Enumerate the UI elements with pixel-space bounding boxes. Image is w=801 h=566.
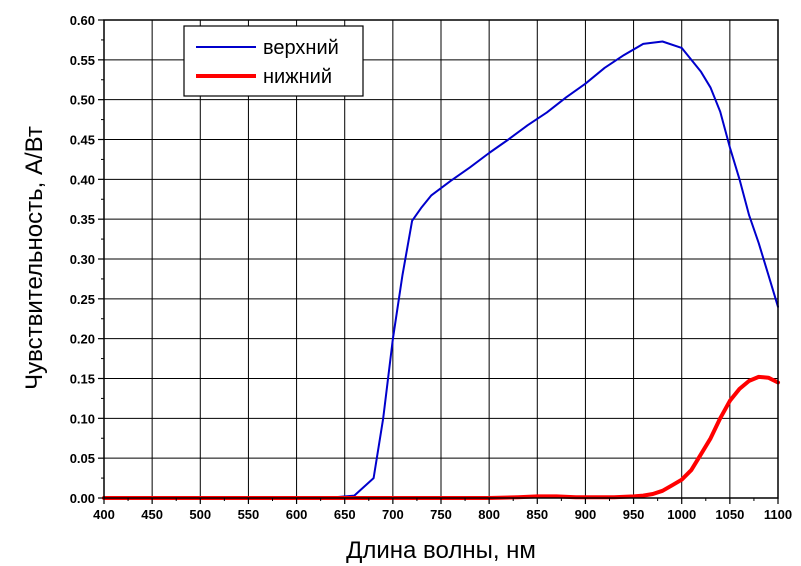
axis-ticks xyxy=(98,19,779,504)
x-tick-label: 1000 xyxy=(667,507,696,522)
y-tick-label: 0.05 xyxy=(70,451,95,466)
legend-label-upper: верхний xyxy=(263,37,339,59)
y-tick-label: 0.55 xyxy=(70,53,95,68)
x-tick-label: 500 xyxy=(189,507,211,522)
x-tick-label: 400 xyxy=(93,507,115,522)
legend-box xyxy=(183,25,364,97)
y-tick-label: 0.20 xyxy=(70,332,95,347)
series-line-lower xyxy=(102,374,780,500)
legend: верхний нижний xyxy=(183,25,364,97)
series-layer xyxy=(102,40,780,500)
legend-label-lower: нижний xyxy=(263,66,332,88)
y-tick-label: 0.50 xyxy=(70,93,95,108)
x-tick-label: 450 xyxy=(141,507,163,522)
grid-lines xyxy=(104,20,778,498)
series-line-upper xyxy=(103,40,779,499)
x-tick-label: 550 xyxy=(238,507,260,522)
y-tick-label: 0.15 xyxy=(70,372,95,387)
x-axis-title: Длина волны, нм xyxy=(346,537,536,564)
y-tick-label: 0.10 xyxy=(70,411,95,426)
x-tick-label: 750 xyxy=(430,507,452,522)
x-tick-label: 900 xyxy=(575,507,597,522)
x-tick-label: 650 xyxy=(334,507,356,522)
y-tick-label: 0.00 xyxy=(70,491,95,506)
x-tick-label: 800 xyxy=(478,507,500,522)
x-tick-label: 600 xyxy=(286,507,308,522)
x-tick-labels: 400 450 500 550 600 650 700 750 800 850 900 950 1000… xyxy=(93,507,792,522)
y-tick-label: 0.40 xyxy=(70,172,95,187)
y-tick-label: 0.25 xyxy=(70,292,95,307)
x-tick-label: 1050 xyxy=(715,507,744,522)
x-tick-label: 1100 xyxy=(764,507,792,522)
y-tick-labels: 0.00 0.05 0.10 0.15 0.20 0.25 0.30 0.35 0.40 0.45… xyxy=(70,13,95,506)
y-tick-label: 0.30 xyxy=(70,252,95,267)
x-tick-label: 700 xyxy=(382,507,404,522)
y-tick-label: 0.35 xyxy=(70,212,95,227)
y-axis-title: Чувствительность, А/Вт xyxy=(21,126,48,390)
x-tick-label: 950 xyxy=(623,507,645,522)
y-tick-label: 0.45 xyxy=(70,133,95,148)
x-tick-label: 850 xyxy=(526,507,548,522)
y-tick-label: 0.60 xyxy=(70,13,95,28)
